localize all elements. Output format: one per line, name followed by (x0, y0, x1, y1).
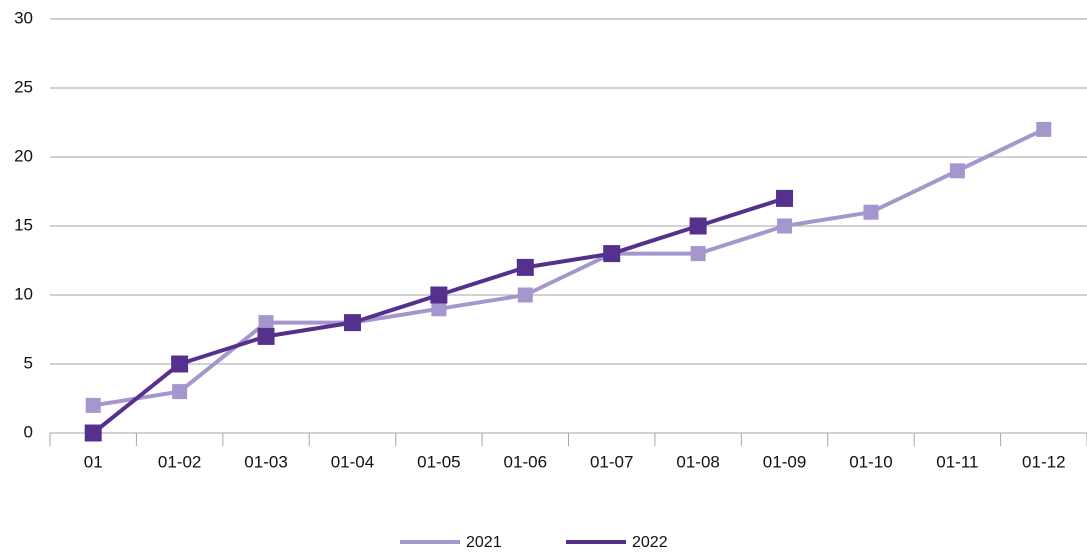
marker (343, 314, 361, 332)
x-tick-label: 01-04 (331, 452, 374, 471)
x-tick-label: 01-09 (763, 452, 806, 471)
legend-label: 2022 (632, 534, 668, 551)
marker (85, 397, 101, 413)
marker (1036, 121, 1052, 137)
x-tick-label: 01-06 (504, 452, 547, 471)
marker (171, 355, 189, 373)
y-tick-label: 25 (14, 77, 33, 96)
marker (603, 245, 621, 263)
marker (430, 286, 448, 304)
marker (172, 384, 188, 400)
marker (431, 301, 447, 317)
marker (516, 258, 534, 276)
y-tick-label: 15 (14, 215, 33, 234)
marker (84, 424, 102, 442)
marker (257, 327, 275, 345)
marker (258, 315, 274, 331)
x-tick-label: 01-05 (417, 452, 460, 471)
marker (776, 189, 794, 207)
marker (690, 246, 706, 262)
x-tick-label: 01-03 (244, 452, 287, 471)
x-tick-label: 01 (84, 452, 103, 471)
x-tick-label: 01-10 (849, 452, 892, 471)
x-tick-label: 01-07 (590, 452, 633, 471)
marker (777, 218, 793, 234)
series-line (92, 127, 1045, 408)
y-tick-label: 0 (24, 422, 33, 441)
marker (863, 204, 879, 220)
marker (949, 163, 965, 179)
x-tick-label: 01-12 (1022, 452, 1065, 471)
y-tick-label: 30 (14, 8, 33, 27)
y-tick-label: 5 (24, 353, 33, 372)
marker (517, 287, 533, 303)
y-tick-label: 20 (14, 146, 33, 165)
x-tick-label: 01-08 (676, 452, 719, 471)
y-tick-label: 10 (14, 284, 33, 303)
legend-label: 2021 (466, 534, 502, 551)
marker (689, 217, 707, 235)
x-tick-label: 01-11 (936, 452, 978, 471)
x-tick-label: 01-02 (158, 452, 201, 471)
